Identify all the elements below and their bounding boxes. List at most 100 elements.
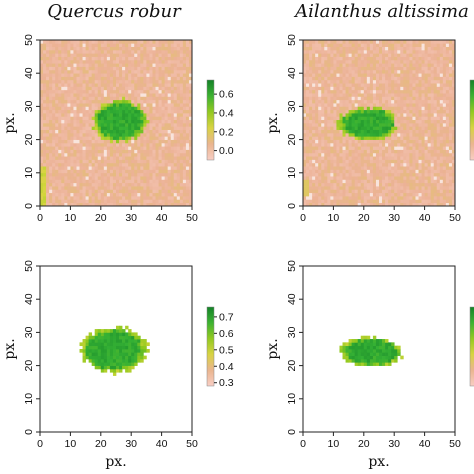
heatmap-cell (306, 162, 310, 167)
heatmap-cell (67, 146, 71, 150)
heatmap-cell (339, 99, 343, 104)
heatmap-cell (424, 49, 428, 54)
heatmap-cell (391, 166, 395, 170)
heatmap-cell (363, 43, 368, 47)
heatmap-cell (436, 136, 441, 140)
heatmap-cell (103, 132, 108, 137)
heatmap-cell (327, 199, 331, 204)
heatmap-cell (421, 69, 425, 74)
heatmap-cell (321, 106, 325, 111)
heatmap-cell (176, 166, 181, 170)
heatmap-cell (363, 199, 368, 204)
heatmap-cell (400, 129, 404, 134)
heatmap-cell (79, 103, 83, 107)
heatmap-cell (433, 132, 438, 137)
heatmap-cell (79, 76, 83, 81)
heatmap-cell (430, 169, 435, 174)
heatmap-cell (134, 202, 138, 207)
heatmap-cell (436, 139, 441, 144)
heatmap-cell (427, 56, 432, 61)
heatmap-cell (112, 202, 117, 207)
heatmap-cell (312, 93, 316, 97)
heatmap-cell (182, 116, 187, 121)
heatmap-cell (439, 119, 444, 124)
heatmap-cell (330, 159, 334, 164)
heatmap-cell (94, 186, 99, 190)
heatmap-cell (375, 43, 380, 47)
heatmap-cell (82, 176, 86, 180)
heatmap-cell (336, 166, 340, 170)
heatmap-cell (146, 79, 150, 84)
heatmap-cell (448, 132, 453, 137)
heatmap-cell (336, 83, 340, 87)
heatmap-cell (436, 93, 441, 97)
heatmap-cell (176, 189, 181, 194)
heatmap-cell (170, 73, 175, 77)
heatmap-cell (336, 152, 340, 157)
heatmap-cell (185, 136, 190, 140)
heatmap-cell (342, 152, 346, 157)
heatmap-cell (318, 93, 322, 97)
heatmap-cell (46, 93, 50, 97)
heatmap-cell (421, 83, 425, 87)
heatmap-cell (366, 176, 371, 180)
heatmap-cell (112, 196, 117, 200)
heatmap-cell (170, 172, 175, 177)
heatmap-cell (312, 89, 316, 94)
heatmap-cell (318, 59, 322, 64)
heatmap-cell (173, 109, 178, 114)
heatmap-cell (134, 196, 138, 200)
heatmap-cell (382, 152, 386, 157)
heatmap-cell (164, 109, 169, 114)
heatmap-cell (73, 152, 77, 157)
heatmap-cell (131, 142, 135, 147)
heatmap-cell (333, 196, 337, 200)
heatmap-cell (109, 99, 114, 104)
heatmap-cell (64, 73, 68, 77)
heatmap-cell (439, 96, 444, 101)
heatmap-cell (391, 199, 395, 204)
heatmap-cell (424, 119, 428, 124)
heatmap-cell (415, 179, 419, 184)
heatmap-cell (333, 182, 337, 187)
heatmap-cell (442, 99, 447, 104)
heatmap-cell (188, 162, 193, 167)
heatmap-cell (55, 139, 59, 144)
heatmap-cell (418, 202, 422, 207)
heatmap-cell (70, 99, 74, 104)
heatmap-cell (312, 66, 316, 71)
heatmap-cell (369, 152, 374, 157)
heatmap-cell (312, 202, 316, 207)
heatmap-cell (327, 162, 331, 167)
heatmap-cell (167, 49, 172, 54)
heatmap-cell (333, 136, 337, 140)
heatmap-cell (357, 46, 362, 51)
heatmap-cell (170, 89, 175, 94)
heatmap-cell (58, 40, 62, 44)
heatmap-cell (137, 129, 141, 134)
heatmap-cell (321, 113, 325, 117)
heatmap-cell (109, 66, 114, 71)
heatmap-cell (400, 56, 404, 61)
heatmap-cell (170, 116, 175, 121)
heatmap-cell (103, 159, 108, 164)
heatmap-cell (76, 56, 80, 61)
heatmap-cell (306, 166, 310, 170)
heatmap-cell (315, 192, 319, 197)
heatmap-cell (354, 46, 359, 51)
heatmap-cell (185, 73, 190, 77)
heatmap-cell (327, 53, 331, 57)
heatmap-cell (394, 152, 398, 157)
heatmap-cell (318, 109, 322, 114)
heatmap-cell (412, 126, 416, 130)
heatmap-cell (188, 123, 193, 127)
heatmap-cell (173, 89, 178, 94)
heatmap-cell (67, 49, 71, 54)
heatmap-cell (315, 63, 319, 67)
heatmap-cell (433, 76, 438, 81)
heatmap-cell (103, 156, 108, 160)
heatmap-cell (400, 132, 404, 137)
heatmap-cell (433, 109, 438, 114)
heatmap-cell (164, 176, 169, 180)
heatmap-cell (182, 76, 187, 81)
